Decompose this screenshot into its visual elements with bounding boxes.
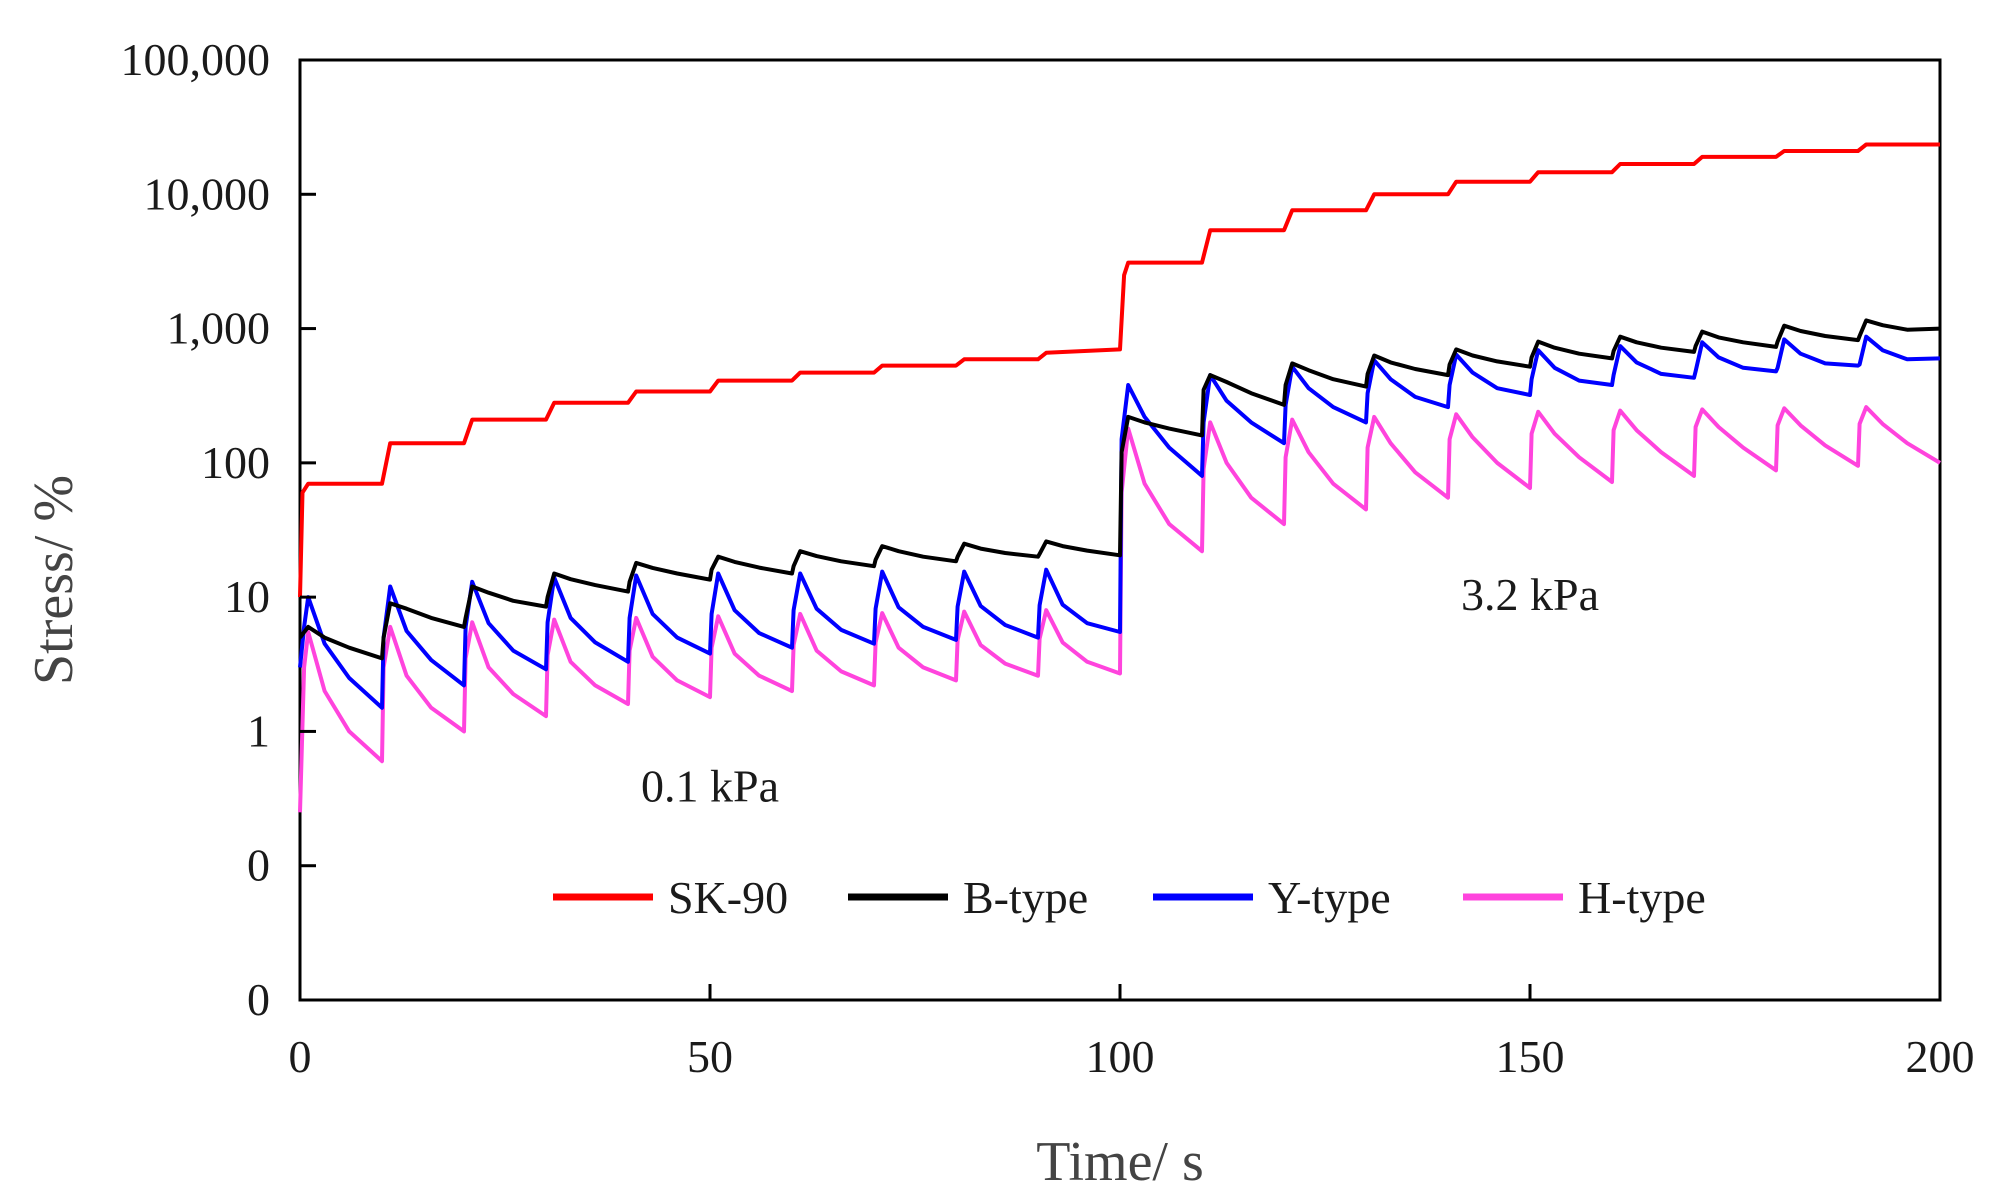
legend-label-h-type: H-type — [1578, 872, 1706, 923]
x-tick-label: 0 — [289, 1031, 312, 1082]
series-line-b-type — [298, 318, 1941, 661]
y-tick-label: 100 — [201, 437, 270, 488]
x-tick-label: 200 — [1906, 1031, 1975, 1082]
y-tick-label: 1 — [247, 705, 270, 756]
y-ticks: 0 0 1 10 100 1,000 10,000 100,000 — [121, 34, 316, 1025]
legend-label-b-type: B-type — [963, 872, 1088, 923]
legend-label-y-type: Y-type — [1268, 872, 1391, 923]
series-line-h-type — [298, 405, 1942, 813]
legend: SK-90 B-type Y-type H-type — [553, 872, 1706, 923]
x-ticks: 0 50 100 150 200 — [289, 984, 1975, 1082]
series-line-y-type — [298, 334, 1941, 710]
series-layer — [298, 142, 1942, 813]
y-tick-label: 0 — [247, 974, 270, 1025]
x-tick-label: 150 — [1496, 1031, 1565, 1082]
y-tick-label: 10 — [224, 571, 270, 622]
annotation-low-pressure: 0.1 kPa — [641, 761, 779, 812]
annotation-high-pressure: 3.2 kPa — [1461, 569, 1599, 620]
x-axis-title: Time/ s — [1036, 1131, 1204, 1193]
y-axis-title: Stress/ % — [23, 475, 85, 685]
y-tick-label: 1,000 — [167, 303, 271, 354]
legend-label-sk-90: SK-90 — [668, 872, 788, 923]
y-tick-label: 0 — [247, 840, 270, 891]
y-tick-label: 100,000 — [121, 34, 271, 85]
y-tick-label: 10,000 — [144, 168, 271, 219]
x-tick-label: 100 — [1086, 1031, 1155, 1082]
series-line-sk-90 — [298, 142, 1940, 598]
x-tick-label: 50 — [687, 1031, 733, 1082]
